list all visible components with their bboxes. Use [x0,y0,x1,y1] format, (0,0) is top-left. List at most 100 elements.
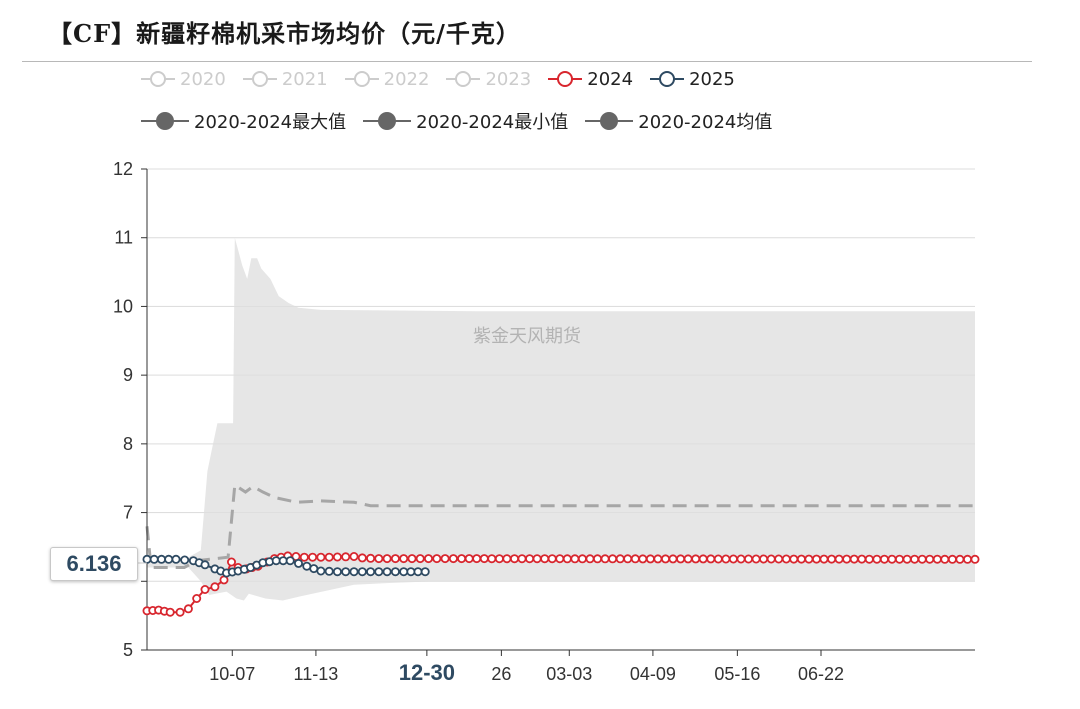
series-2024-point-34 [407,554,417,564]
title-divider [22,61,1032,62]
x-tick-label-04-09: 04-09 [630,664,676,684]
series-2025-point-3 [164,554,174,564]
legend-hollow-marker-icon [650,71,685,87]
legend-hollow-marker-icon [548,71,583,87]
series-2024-point-87 [812,554,822,564]
series-2024-point-106 [955,554,965,564]
series-2024-point-71 [691,554,701,564]
series-2024-point-48 [517,554,527,564]
series-2024-point-69 [676,554,686,564]
legend-label: 2025 [689,68,735,90]
legend-label: 2020-2024最大值 [194,112,347,133]
series-2025-point-35 [399,567,409,577]
series-2024-point-26 [341,552,351,562]
series-2024-point-33 [399,554,409,564]
series-2025-point-22 [293,558,303,568]
series-2024-point-77 [736,554,746,564]
series-2024-point-47 [509,554,519,564]
series-2024-point-92 [849,554,859,564]
x-tick-label-05-16: 05-16 [714,664,760,684]
series-2024-point-100 [910,554,920,564]
series-2025-point-33 [382,567,392,577]
series-2025-point-2 [156,554,166,564]
series-2024-point-102 [925,554,935,564]
series-2024-point-30 [374,554,384,564]
legend-item-2021[interactable]: 2021 [242,68,328,90]
series-2024-point-95 [872,554,882,564]
max-min-range-band [147,237,975,601]
series-2024-point-58 [593,554,603,564]
series-2025-point-5 [180,555,190,565]
y-tick-label-7: 7 [123,503,133,523]
series-2024-point-85 [796,554,806,564]
series-2024-point-21 [299,552,309,562]
chart-title: 【CF】新疆籽棉机采市场均价（元/千克） [48,19,521,48]
series-2024-point-64 [638,554,648,564]
series-2024-point-31 [382,554,392,564]
series-2025-point-0 [142,554,152,564]
legend-item-2024[interactable]: 2024 [547,68,633,90]
series-2024-point-98 [895,554,905,564]
series-2024-point-23 [316,552,326,562]
legend-item-2025[interactable]: 2025 [649,68,735,90]
series-2024-point-50 [532,554,542,564]
series-2024-point-72 [698,554,708,564]
x-tick-label-11-13: 11-13 [294,664,339,684]
series-2025-point-31 [366,567,376,577]
legend-item-2020[interactable]: 2020 [140,68,226,90]
series-2024-point-35 [415,554,425,564]
series-2024-point-40 [457,554,467,564]
series-2025-point-8 [200,560,210,570]
series-2024-point-36 [423,554,433,564]
legend-hollow-marker-icon [141,71,175,87]
series-2025-point-30 [357,567,367,577]
series-2024-point-57 [585,554,595,564]
series-2024-point-42 [472,554,482,564]
series-2024-point-27 [349,552,359,562]
series-2024-point-88 [819,554,829,564]
series-2025-point-1 [149,554,159,564]
series-2024-point-9 [210,582,220,592]
legend-label: 2022 [383,68,430,90]
series-2025-point-38 [420,567,430,577]
series-2025-point-37 [413,567,423,577]
x-tick-label-26: 26 [491,664,511,684]
legend-label: 2020-2024均值 [638,112,773,133]
series-2024-point-93 [857,554,867,564]
series-2024-point-105 [947,554,957,564]
legend-item-2023[interactable]: 2023 [445,68,531,90]
series-2024-point-63 [630,554,640,564]
series-2024-point-86 [804,554,814,564]
series-2024-point-59 [600,554,610,564]
series-2024-point-54 [562,554,572,564]
series-2025-point-34 [390,567,400,577]
legend-filled-marker-icon [141,112,189,130]
series-2024-point-52 [547,554,557,564]
legend-item-2020-2024最大值[interactable]: 2020-2024最大值 [140,108,346,134]
x-tick-label-06-22: 06-22 [798,664,844,684]
legend-item-2022[interactable]: 2022 [344,68,430,90]
series-2025-point-32 [374,567,384,577]
series-2024-point-24 [324,552,334,562]
series-2024-point-80 [759,554,769,564]
series-2024-point-49 [525,554,535,564]
series-2024-point-68 [668,554,678,564]
series-2024-point-73 [706,554,716,564]
series-2024-point-99 [902,554,912,564]
series-2025-point-24 [309,564,319,574]
series-2025-point-27 [332,567,342,577]
legend-item-2020-2024最小值[interactable]: 2020-2024最小值 [362,108,568,134]
series-2024-point-8 [200,585,210,595]
series-2024-point-5 [175,607,185,617]
current-value-badge: 6.136 [50,547,138,581]
series-2024-point-62 [623,554,633,564]
y-tick-label-10: 10 [113,296,133,316]
series-2024-point-44 [487,554,497,564]
legend-hollow-marker-icon [446,71,481,87]
series-2025-point-36 [406,567,416,577]
legend-item-2020-2024均值[interactable]: 2020-2024均值 [584,108,772,134]
series-2024-point-43 [479,554,489,564]
x-tick-label-12-30: 12-30 [399,660,455,685]
series-2024-point-51 [540,554,550,564]
